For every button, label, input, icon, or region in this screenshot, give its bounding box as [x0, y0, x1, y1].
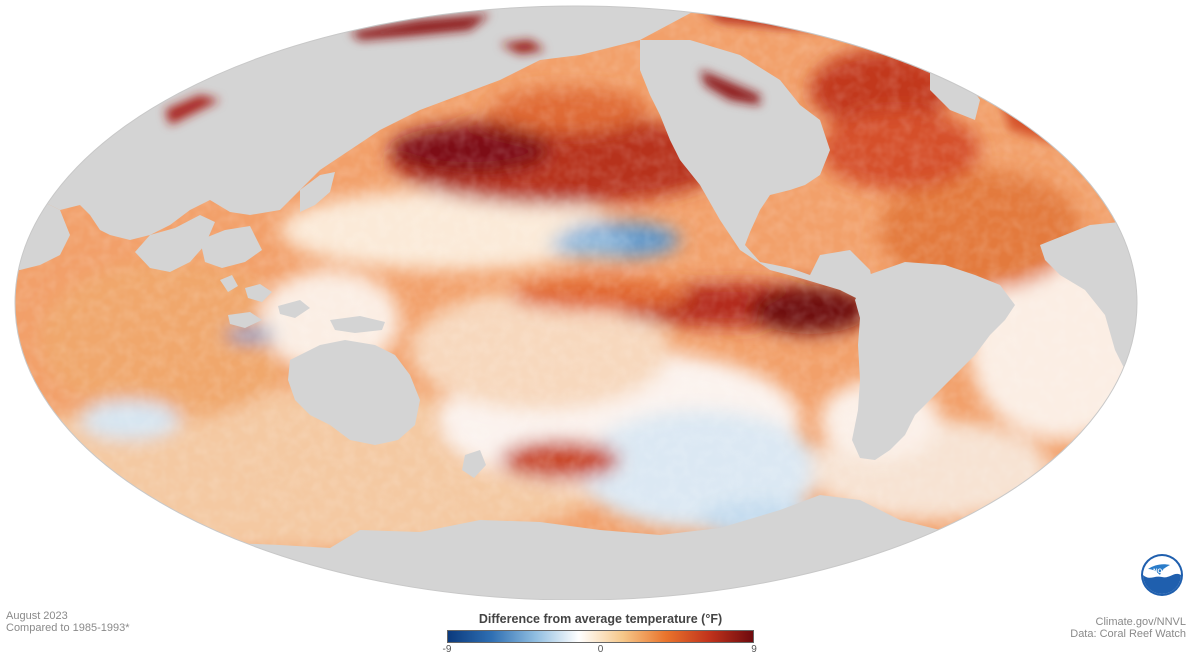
legend-color-bar	[447, 630, 754, 643]
noaa-logo-icon: NOAA	[1141, 554, 1183, 596]
color-legend: Difference from average temperature (°F)…	[443, 612, 757, 657]
credit-caption: Climate.gov/NNVL Data: Coral Reef Watch	[1070, 616, 1186, 640]
globe	[15, 6, 1137, 600]
noise-texture	[15, 6, 1137, 600]
legend-title: Difference from average temperature (°F)	[478, 612, 723, 626]
globe-outline	[14, 5, 1138, 600]
legend-mid-label: 0	[597, 644, 604, 655]
sst-anomaly-map	[14, 5, 1138, 600]
date-label: August 2023	[6, 610, 68, 622]
legend-min-label: -9	[442, 644, 452, 655]
legend-ticks: -9 0 9	[443, 643, 757, 657]
date-caption: August 2023 Compared to 1985-1993*	[6, 610, 130, 634]
logo-text: NOAA	[1153, 569, 1171, 575]
credit-source: Climate.gov/NNVL	[1095, 616, 1186, 628]
baseline-label: Compared to 1985-1993*	[6, 622, 130, 634]
credit-data: Data: Coral Reef Watch	[1070, 628, 1186, 640]
legend-max-label: 9	[751, 644, 757, 655]
